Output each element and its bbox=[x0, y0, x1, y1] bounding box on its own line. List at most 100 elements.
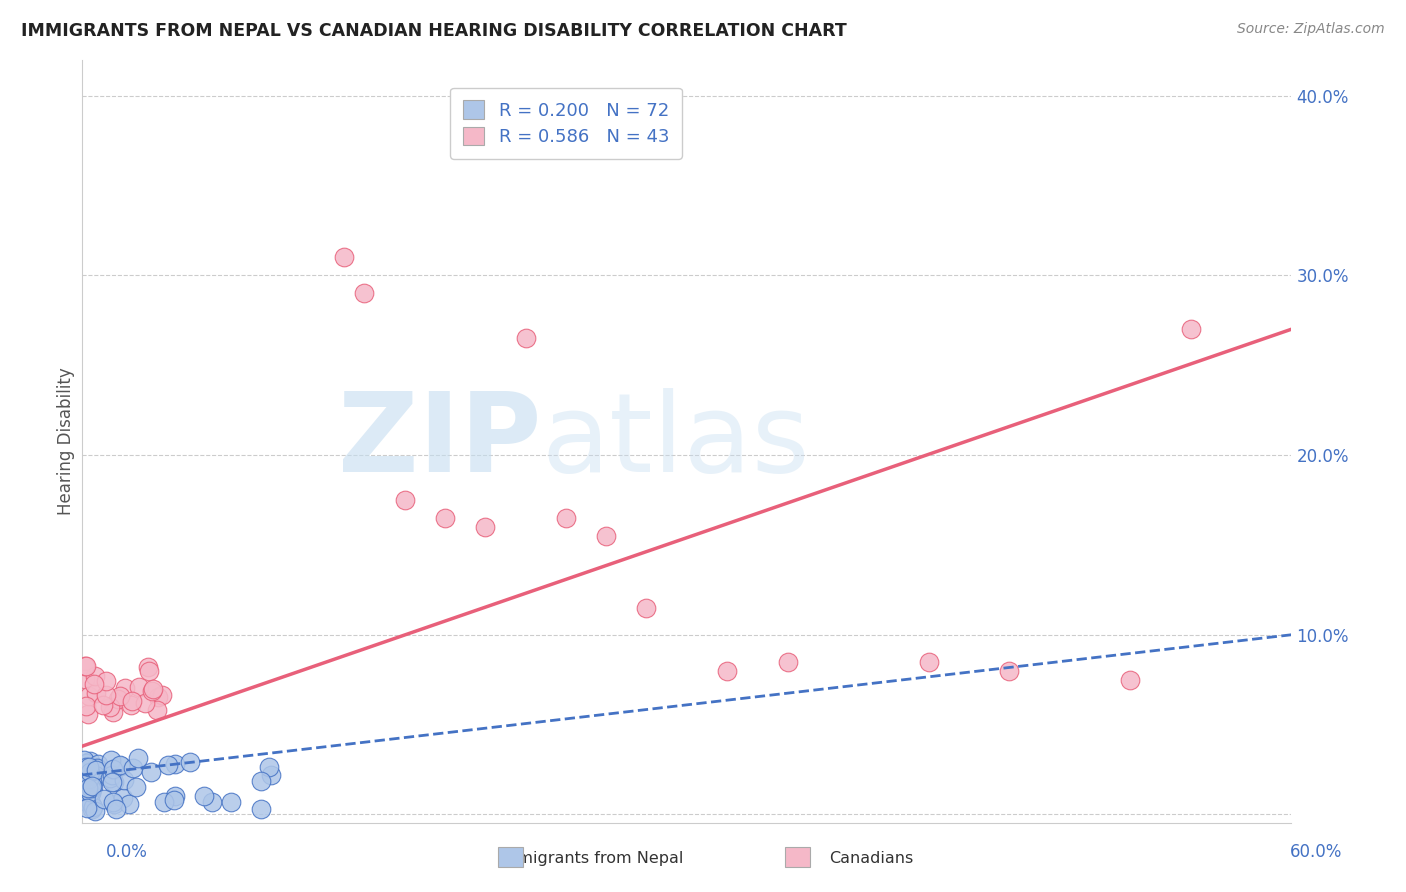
Point bbox=[80, 779, 103, 793]
Point bbox=[163, 756, 186, 771]
Point bbox=[636, 600, 658, 615]
Point bbox=[76, 706, 98, 721]
Point bbox=[394, 492, 416, 507]
Point bbox=[72, 753, 94, 767]
Point bbox=[127, 751, 149, 765]
Point bbox=[86, 761, 108, 775]
Text: 0.0%: 0.0% bbox=[105, 843, 148, 861]
Point bbox=[94, 688, 117, 702]
Point bbox=[201, 795, 224, 809]
Point bbox=[80, 796, 103, 810]
Point bbox=[353, 286, 375, 301]
Point bbox=[1180, 322, 1202, 336]
Point bbox=[84, 686, 107, 700]
Point bbox=[83, 768, 105, 782]
Point bbox=[91, 698, 114, 712]
Point bbox=[107, 691, 129, 706]
Point bbox=[80, 781, 103, 796]
Point bbox=[98, 771, 121, 785]
Point bbox=[73, 776, 96, 790]
Legend: R = 0.200   N = 72, R = 0.586   N = 43: R = 0.200 N = 72, R = 0.586 N = 43 bbox=[450, 87, 682, 159]
Y-axis label: Hearing Disability: Hearing Disability bbox=[58, 368, 75, 516]
Point bbox=[82, 800, 104, 814]
Point bbox=[333, 250, 356, 264]
Point bbox=[93, 792, 115, 806]
Point bbox=[157, 758, 180, 772]
Point bbox=[79, 767, 101, 781]
Point bbox=[79, 784, 101, 798]
Point bbox=[76, 779, 98, 793]
Point bbox=[515, 331, 537, 345]
Text: atlas: atlas bbox=[541, 388, 810, 495]
Point bbox=[79, 780, 101, 795]
Point bbox=[125, 780, 148, 794]
Point bbox=[79, 754, 101, 768]
Point bbox=[121, 694, 143, 708]
Point bbox=[101, 705, 124, 719]
Point bbox=[474, 520, 496, 534]
Point bbox=[101, 775, 124, 789]
Point bbox=[83, 768, 105, 782]
Point bbox=[86, 761, 108, 775]
Point bbox=[80, 785, 103, 799]
Point bbox=[83, 669, 105, 683]
Point bbox=[150, 688, 173, 702]
Point bbox=[120, 698, 142, 713]
Point bbox=[179, 755, 201, 769]
Point bbox=[138, 664, 160, 678]
Text: Source: ZipAtlas.com: Source: ZipAtlas.com bbox=[1237, 22, 1385, 37]
Point bbox=[77, 759, 100, 773]
Point bbox=[75, 756, 97, 770]
Point bbox=[83, 676, 105, 690]
Point bbox=[250, 802, 273, 816]
Point bbox=[83, 804, 105, 818]
Point bbox=[146, 690, 169, 704]
Point bbox=[260, 768, 283, 782]
Point bbox=[716, 664, 738, 678]
Point bbox=[80, 778, 103, 792]
Point bbox=[146, 703, 169, 717]
Point bbox=[75, 698, 97, 713]
Point bbox=[118, 797, 141, 811]
Point bbox=[134, 696, 156, 710]
Point bbox=[105, 802, 128, 816]
Point bbox=[77, 689, 100, 703]
Point bbox=[918, 655, 941, 669]
Point bbox=[103, 797, 125, 811]
Text: 60.0%: 60.0% bbox=[1291, 843, 1343, 861]
Point bbox=[101, 795, 124, 809]
Point bbox=[103, 774, 125, 789]
Point bbox=[110, 689, 132, 703]
Point bbox=[86, 756, 108, 771]
Point bbox=[142, 681, 165, 696]
Text: ZIP: ZIP bbox=[339, 388, 541, 495]
Point bbox=[141, 765, 163, 780]
Point bbox=[77, 781, 100, 796]
Point bbox=[998, 664, 1021, 678]
Point bbox=[100, 753, 122, 767]
Point bbox=[111, 791, 134, 805]
Point bbox=[110, 759, 132, 773]
Point bbox=[73, 757, 96, 772]
Point bbox=[84, 762, 107, 776]
Point bbox=[776, 655, 799, 669]
Point bbox=[98, 700, 121, 714]
Point bbox=[82, 780, 104, 794]
Point bbox=[257, 760, 280, 774]
Point bbox=[101, 762, 124, 776]
Point bbox=[121, 761, 143, 775]
Point bbox=[128, 680, 150, 694]
Point bbox=[86, 762, 108, 776]
Point bbox=[554, 511, 576, 525]
Point bbox=[94, 673, 117, 688]
Point bbox=[114, 681, 136, 695]
Point bbox=[76, 789, 98, 803]
Point bbox=[193, 789, 215, 803]
Point bbox=[112, 772, 135, 787]
Point bbox=[73, 659, 96, 673]
Point bbox=[75, 760, 97, 774]
Point bbox=[76, 795, 98, 809]
Text: IMMIGRANTS FROM NEPAL VS CANADIAN HEARING DISABILITY CORRELATION CHART: IMMIGRANTS FROM NEPAL VS CANADIAN HEARIN… bbox=[21, 22, 846, 40]
Point bbox=[108, 757, 131, 772]
Point bbox=[77, 772, 100, 786]
